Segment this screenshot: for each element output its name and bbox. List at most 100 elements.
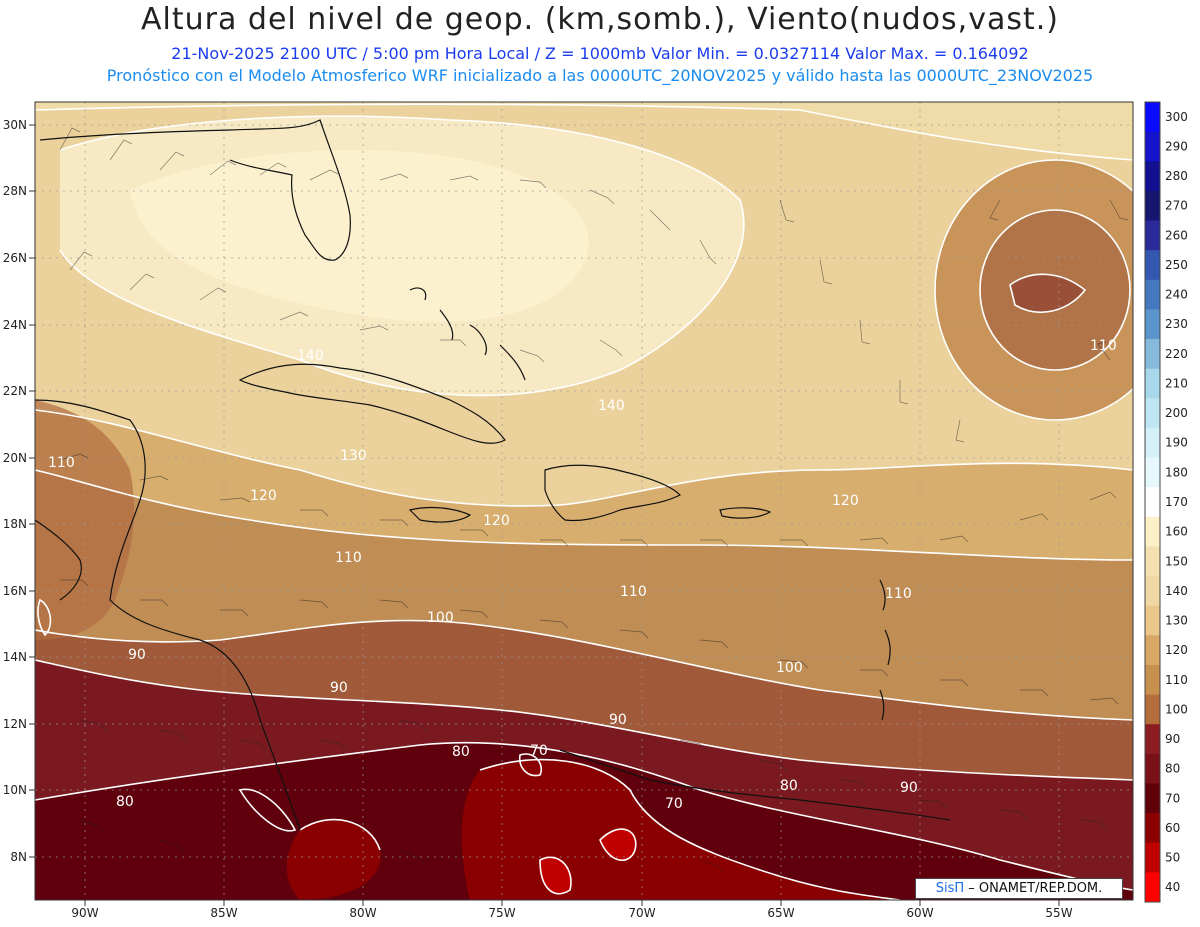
colorbar-frame [1144, 101, 1161, 903]
colorbar-label: 80 [1165, 762, 1180, 776]
colorbar-swatch [1145, 724, 1160, 755]
colorbar: 300 290 280 270 260 250 240 230 220 210 200 190 180 1… [1144, 101, 1188, 903]
colorbar-label: 240 [1165, 288, 1188, 302]
contour-label: 110 [48, 455, 75, 471]
colorbar-label: 140 [1165, 584, 1188, 598]
lat-label: 8N [10, 850, 27, 864]
sispi-logo: SisΠ [935, 881, 965, 896]
colorbar-swatch [1145, 398, 1160, 429]
colorbar-swatch [1145, 339, 1160, 370]
contour-label: 120 [250, 488, 277, 504]
subtitle-model-info: Pronóstico con el Modelo Atmosferico WRF… [106, 66, 1094, 85]
colorbar-label: 300 [1165, 110, 1188, 124]
contour-label: 110 [335, 550, 362, 566]
colorbar-swatch [1145, 813, 1160, 844]
colorbar-swatch [1145, 753, 1160, 784]
lat-label: 18N [3, 517, 27, 531]
graticule [35, 102, 1133, 900]
colorbar-label: 120 [1165, 643, 1188, 657]
contour-label: 70 [530, 743, 548, 759]
colorbar-label: 40 [1165, 880, 1180, 894]
contour-label-group: 140 140 130 120 120 120 110 110 110 110 … [48, 338, 1117, 812]
colorbar-swatch [1145, 102, 1160, 133]
colorbar-label: 130 [1165, 614, 1188, 628]
latitude-axis: 30N 28N 26N 24N 22N 20N 18N 16N 14N 12N … [3, 118, 27, 864]
chart-title: Altura del nivel de geop. (km,somb.), Vi… [141, 2, 1059, 37]
lat-label: 22N [3, 384, 27, 398]
colorbar-label: 60 [1165, 821, 1180, 835]
lat-label: 30N [3, 118, 27, 132]
lon-ticks [84, 900, 1060, 906]
colorbar-swatch [1145, 161, 1160, 192]
colorbar-swatch [1145, 368, 1160, 399]
lat-label: 10N [3, 783, 27, 797]
lon-label: 80W [349, 906, 376, 920]
colorbar-swatch [1145, 190, 1160, 222]
contour-label: 130 [340, 448, 367, 464]
colorbar-label: 50 [1165, 851, 1180, 865]
colorbar-label: 70 [1165, 791, 1180, 805]
lat-label: 26N [3, 251, 27, 265]
colorbar-swatch [1145, 516, 1160, 547]
colorbar-swatch [1145, 783, 1160, 814]
contour-label: 70 [665, 796, 683, 812]
lon-label: 90W [71, 906, 98, 920]
contour-label: 120 [832, 493, 859, 509]
colorbar-swatch [1145, 427, 1160, 459]
colorbar-label: 260 [1165, 228, 1188, 242]
contour-label: 140 [297, 348, 324, 364]
contour-label: 90 [330, 680, 348, 696]
lat-ticks [29, 124, 35, 858]
contour-label: 110 [1090, 338, 1117, 354]
colorbar-label: 270 [1165, 199, 1188, 213]
colorbar-swatch [1145, 605, 1160, 636]
contour-label: 90 [609, 712, 627, 728]
lat-label: 20N [3, 451, 27, 465]
contour-label: 110 [885, 586, 912, 602]
subtitle-valid-time: 21-Nov-2025 2100 UTC / 5:00 pm Hora Loca… [171, 44, 1029, 63]
colorbar-swatch [1145, 694, 1160, 725]
coastlines [35, 119, 951, 831]
colorbar-swatch [1145, 457, 1160, 488]
colorbar-label: 190 [1165, 436, 1188, 450]
contour-label: 100 [427, 610, 454, 626]
colorbar-swatch [1145, 309, 1160, 340]
colorbar-label: 220 [1165, 347, 1188, 361]
longitude-axis: 90W 85W 80W 75W 70W 65W 60W 55W [71, 906, 1072, 920]
colorbar-label: 100 [1165, 702, 1188, 716]
lon-label: 60W [906, 906, 933, 920]
colorbar-label: 210 [1165, 376, 1188, 390]
colorbar-label: 290 [1165, 139, 1188, 153]
colorbar-swatch [1145, 250, 1160, 281]
colorbar-label: 180 [1165, 465, 1188, 479]
contour-label: 80 [116, 794, 134, 810]
lon-label: 70W [628, 906, 655, 920]
credit-org: – ONAMET/REP.DOM. [968, 881, 1103, 896]
colorbar-swatch [1145, 546, 1160, 577]
contour-label: 80 [452, 744, 470, 760]
colorbar-swatch [1145, 576, 1160, 607]
colorbar-label: 200 [1165, 406, 1188, 420]
contour-lines [35, 103, 1133, 900]
geopotential-field: 140 140 130 120 120 120 110 110 110 110 … [35, 102, 1133, 900]
contour-label: 110 [620, 584, 647, 600]
map-frame [34, 101, 1134, 901]
colorbar-swatch [1145, 635, 1160, 666]
contour-label: 140 [598, 398, 625, 414]
contour-label: 90 [900, 780, 918, 796]
contour-label: 100 [776, 660, 803, 676]
colorbar-swatch [1145, 664, 1160, 696]
contour-label: 90 [128, 647, 146, 663]
lon-label: 75W [488, 906, 515, 920]
lon-label: 55W [1045, 906, 1072, 920]
colorbar-swatch [1145, 131, 1160, 162]
lon-label: 65W [767, 906, 794, 920]
colorbar-swatch [1145, 487, 1160, 518]
contour-label: 120 [483, 513, 510, 529]
colorbar-swatch [1145, 279, 1160, 310]
colorbar-label: 230 [1165, 317, 1188, 331]
credit-box: SisΠ – ONAMET/REP.DOM. [915, 878, 1123, 899]
colorbar-swatch [1145, 842, 1160, 873]
colorbar-label: 110 [1165, 673, 1188, 687]
